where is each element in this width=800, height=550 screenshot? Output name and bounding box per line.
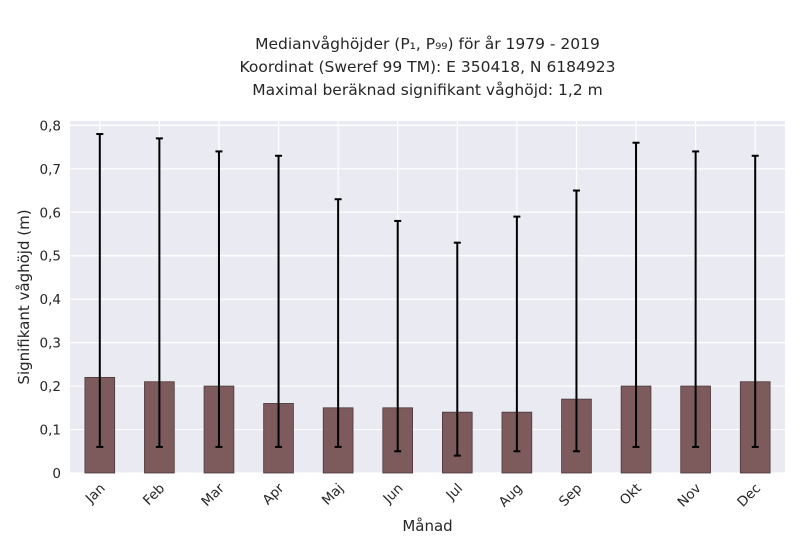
y-tick-label: 0,8 [40,118,61,134]
x-tick-label: Sep [556,481,585,510]
error-bar-nov [692,150,700,448]
error-bar-mar [215,150,223,448]
error-bar-feb [155,137,163,448]
error-bar-dec [751,154,759,448]
plot-area [70,121,785,473]
y-tick-label: 0,1 [40,423,61,439]
x-tick-label: Jul [443,481,467,505]
x-tick-label: Nov [675,481,705,511]
error-bar-aug [513,215,521,453]
x-tick-label: Aug [496,481,526,511]
error-bar-jun [394,219,402,453]
error-bar-apr [275,154,283,448]
x-tick-label: Jan [82,481,109,508]
x-tick-label: Mar [198,480,228,510]
chart-title: Medianvåghöjder (P₁, P₉₉) för år 1979 - … [70,33,785,102]
chart-title-line-1: Medianvåghöjder (P₁, P₉₉) för år 1979 - … [255,35,600,53]
x-axis-label: Månad [402,517,452,535]
y-tick-label: 0,7 [40,162,61,178]
chart-title-line-2: Koordinat (Sweref 99 TM): E 350418, N 61… [239,58,616,76]
y-tick-label: 0 [52,466,61,482]
y-tick-label: 0,6 [40,205,61,221]
x-tick-label: Dec [734,481,764,511]
error-bars [96,133,759,457]
x-tick-label: Jun [380,481,407,508]
error-bar-sep [572,189,580,453]
error-bar-jul [453,241,461,457]
y-tick-label: 0,3 [40,336,61,352]
y-axis-ticks: 0 0,1 0,2 0,3 0,4 0,5 0,6 0,7 0,8 [40,118,61,482]
x-tick-label: Apr [260,480,288,508]
x-tick-label: Maj [319,481,347,509]
chart-title-line-3: Maximal beräknad signifikant våghöjd: 1,… [252,81,603,99]
y-tick-label: 0,4 [40,292,61,308]
error-bar-jan [96,133,104,448]
error-bar-maj [334,198,342,448]
y-tick-label: 0,5 [40,249,61,265]
error-bar-okt [632,141,640,448]
x-tick-label: Okt [617,481,645,509]
y-tick-label: 0,2 [40,379,61,395]
x-axis-ticks: Jan Feb Mar Apr Maj Jun Jul Aug Sep Okt Nov Dec [82,480,764,510]
x-tick-label: Feb [140,481,168,509]
y-axis-label: Signifikant våghöjd (m) [15,209,33,384]
